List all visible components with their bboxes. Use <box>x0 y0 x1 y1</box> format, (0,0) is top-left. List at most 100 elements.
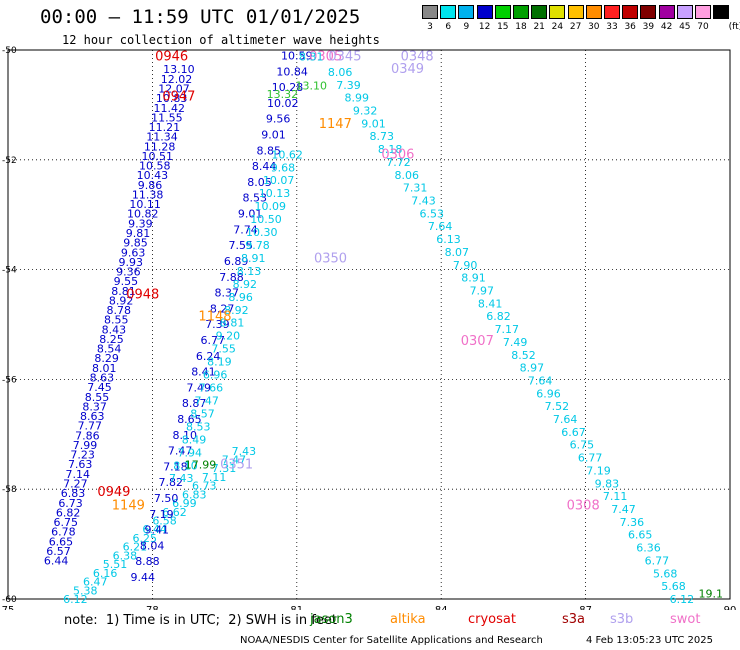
wave-height-value: 5.38 <box>73 584 98 597</box>
wave-height-value: 6.62 <box>162 506 187 519</box>
wave-height-value: 8.85 <box>257 144 282 157</box>
x-tick-label: 75 <box>2 605 15 610</box>
x-tick-label: 78 <box>146 605 159 610</box>
wave-height-value: 8.65 <box>177 413 202 426</box>
wave-height-value: 8.01 <box>92 362 117 375</box>
wave-height-value: 8.63 <box>80 410 105 423</box>
color-scale-swatch <box>531 5 548 19</box>
color-scale-swatch <box>567 5 584 19</box>
wave-height-value: 7.19 <box>586 464 611 477</box>
wave-height-value: 12.02 <box>161 73 193 86</box>
pass-time-label: 1148 <box>198 309 231 324</box>
wave-height-value: 5.68 <box>661 580 686 593</box>
wave-height-value: 7.55 <box>211 343 236 356</box>
y-tick-label: -58 <box>2 485 17 495</box>
wave-height-value: 8.43 <box>102 323 127 336</box>
wave-height-value: 7.31 <box>403 182 428 195</box>
wave-height-value: 6.96 <box>203 369 228 382</box>
wave-height-value: 8.81 <box>111 285 136 298</box>
wave-height-value: 8.53 <box>186 420 211 433</box>
wave-height-value: 19.1 <box>698 588 723 601</box>
color-scale-label: 39 <box>642 22 655 32</box>
wave-height-value: 7.43 <box>169 472 194 485</box>
wave-height-value: 8.41 <box>478 297 503 310</box>
color-scale-swatch <box>549 5 566 19</box>
color-scale-swatch <box>440 5 457 19</box>
wave-height-value: 7.77 <box>78 420 103 433</box>
pass-time-label: 0349 <box>391 62 424 77</box>
wave-height-value: 9.41 <box>145 524 170 537</box>
wave-height-value: 7.49 <box>503 336 528 349</box>
pass-time-label: 0345 <box>328 50 361 65</box>
wave-height-value: 6.67 <box>561 426 586 439</box>
wave-height-value: 7.31 <box>212 462 237 475</box>
legend-swot: swot <box>670 612 701 627</box>
color-scale-label: 18 <box>515 22 527 32</box>
color-scale-swatch <box>585 5 602 19</box>
wave-height-value: 9.63 <box>121 246 146 259</box>
wave-height-value: 8.10 <box>173 429 198 442</box>
color-scale-label: 6 <box>445 22 452 32</box>
wave-height-value: 13.32 <box>267 88 299 101</box>
wave-height-value: 8.04 <box>140 539 165 552</box>
chart-subtitle: 12 hour collection of altimeter wave hei… <box>62 33 380 47</box>
wave-height-value: 6.75 <box>54 516 79 529</box>
wave-height-value: 7.64 <box>528 374 553 387</box>
credit-line: NOAA/NESDIS Center for Satellite Applica… <box>240 635 543 646</box>
wave-height-value: 8.91 <box>241 252 266 265</box>
wave-height-value: 8.10 <box>173 459 198 472</box>
wave-height-value: 10.51 <box>141 150 173 163</box>
wave-height-value: 8.78 <box>106 304 131 317</box>
wave-height-value: 8.55 <box>104 314 129 327</box>
color-scale-unit: (ft) <box>728 22 740 32</box>
legend-altika: altika <box>390 612 426 627</box>
wave-height-value: 6.65 <box>628 529 653 542</box>
color-scale-label: 9 <box>463 22 470 32</box>
wave-height-value: 7.64 <box>553 413 578 426</box>
wave-height-value: 8.54 <box>97 343 122 356</box>
wave-height-value: 8.07 <box>445 246 470 259</box>
wave-height-value: 7.43 <box>232 445 257 458</box>
color-scale-swatch <box>422 5 438 19</box>
color-scale-label: 36 <box>624 22 636 32</box>
wave-height-value: 6.65 <box>49 535 74 548</box>
wave-height-value: 8.96 <box>228 291 253 304</box>
wave-height-value: 8.81 <box>220 317 245 330</box>
generated-timestamp: 4 Feb 13:05:23 UTC 2025 <box>586 635 713 646</box>
wave-height-value: 6.44 <box>44 555 69 568</box>
wave-height-value: 11.34 <box>146 131 178 144</box>
color-scale-label: 3 <box>427 22 433 32</box>
pass-time-label: 0351 <box>220 457 253 472</box>
color-scale-label: 21 <box>533 22 545 32</box>
wave-height-value: 9.68 <box>271 161 296 174</box>
pass-time-label: 0305 <box>309 50 342 65</box>
color-scale-label: 12 <box>478 22 491 32</box>
wave-height-value: 9.44 <box>131 571 156 584</box>
color-scale-label: 15 <box>497 22 509 32</box>
wave-height-value: 8.53 <box>243 192 268 205</box>
wave-height-value: 5.51 <box>103 558 128 571</box>
wave-height-value: 7.39 <box>205 318 230 331</box>
wave-height-value: 7.23 <box>70 449 95 462</box>
wave-height-value: 9.32 <box>353 105 378 118</box>
wave-height-value: 8.05 <box>247 176 272 189</box>
wave-height-value: 8.57 <box>190 407 215 420</box>
pass-time-label: 0949 <box>97 485 130 500</box>
wave-height-value: 8.91 <box>461 272 486 285</box>
wave-height-value: 7.90 <box>453 259 478 272</box>
y-tick-label: -60 <box>2 595 17 605</box>
wave-height-value: 8.31 <box>299 51 324 64</box>
wave-height-value: 6.78 <box>51 526 76 539</box>
wave-height-value: 6.77 <box>578 452 603 465</box>
wave-height-value: 7.36 <box>620 516 645 529</box>
wave-height-value: 7.47 <box>611 503 636 516</box>
wave-height-value: 11.42 <box>153 102 185 115</box>
pass-time-label: 0307 <box>461 334 494 349</box>
wave-height-value: 10.30 <box>246 226 278 239</box>
color-scale-swatch <box>658 5 675 19</box>
wave-height-value: 10.62 <box>271 148 303 161</box>
wave-height-value: 10.09 <box>254 200 286 213</box>
plot-frame <box>7 49 731 600</box>
y-tick-label: -52 <box>2 156 17 166</box>
wave-height-value: 8.49 <box>182 433 207 446</box>
